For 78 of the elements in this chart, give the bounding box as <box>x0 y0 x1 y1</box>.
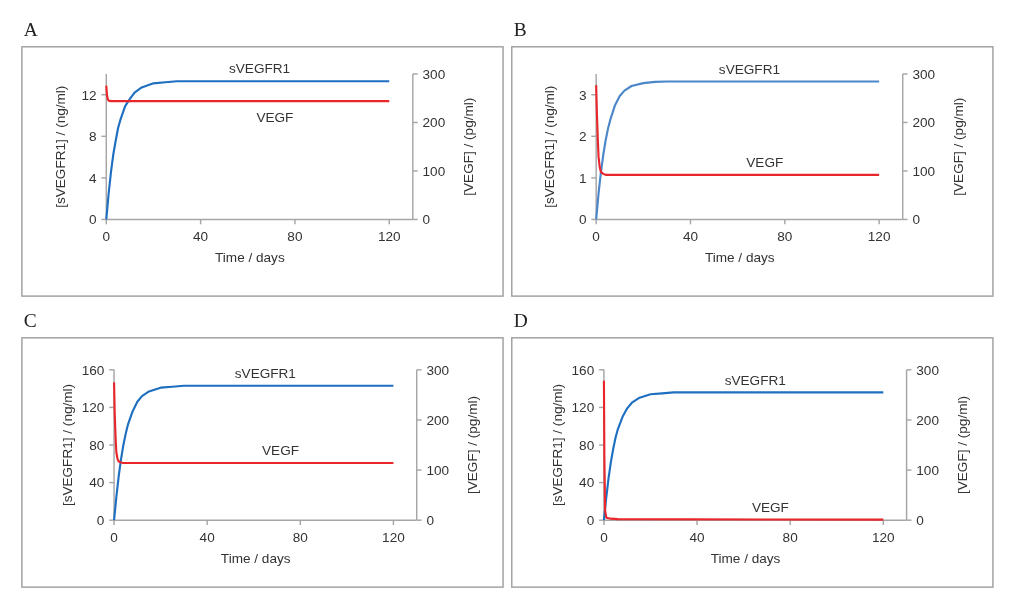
y-tick-label: 0 <box>96 513 105 529</box>
y-tick-label: 40 <box>89 475 105 491</box>
series-label: VEGF <box>751 499 789 515</box>
y2-tick-label: 200 <box>916 412 940 428</box>
y-tick-label: 80 <box>579 437 595 453</box>
series-label: sVEGFR1 <box>724 372 786 388</box>
x-tick-label: 40 <box>689 529 706 545</box>
chart-title: A <box>23 19 38 41</box>
y2-tick-label: 300 <box>422 66 446 82</box>
y-axis-title: [sVEGFR1] / (ng/ml) <box>60 383 76 507</box>
y-tick-label: 1 <box>578 170 587 186</box>
y2-tick-label: 100 <box>426 462 450 478</box>
x-tick-label: 80 <box>287 228 303 244</box>
series-label: VEGF <box>256 110 294 126</box>
series-label: sVEGFR1 <box>234 366 296 382</box>
y-tick-label: 12 <box>81 87 97 103</box>
line-series <box>595 84 881 176</box>
y-tick-label: 3 <box>578 87 587 103</box>
series-label: sVEGFR1 <box>229 61 291 77</box>
series-label: sVEGFR1 <box>718 61 780 77</box>
x-axis-title: Time / days <box>215 250 285 266</box>
y2-axis-title: [VEGF] / (pg/ml) <box>950 97 966 196</box>
y-axis-title: [sVEGFR1] / (ng/ml) <box>52 85 68 208</box>
y2-tick-label: 300 <box>912 66 936 82</box>
x-tick-label: 120 <box>382 529 406 545</box>
y-tick-label: 80 <box>89 437 105 453</box>
y-tick-label: 0 <box>586 513 595 529</box>
y-tick-label: 160 <box>81 362 105 378</box>
x-tick-label: 120 <box>377 228 402 244</box>
y-tick-label: 40 <box>579 475 595 491</box>
y2-tick-label: 300 <box>426 362 450 378</box>
y2-tick-label: 300 <box>916 362 940 378</box>
y2-tick-label: 200 <box>422 115 446 131</box>
y2-tick-label: 100 <box>912 163 936 179</box>
y-tick-label: 0 <box>578 212 587 228</box>
x-axis-title: Time / days <box>710 550 781 566</box>
y2-axis-title: [VEGF] / (pg/ml) <box>464 395 480 495</box>
y2-tick-label: 0 <box>422 212 431 228</box>
line-series <box>112 384 395 522</box>
x-axis-title: Time / days <box>704 250 775 266</box>
x-axis-title: Time / days <box>220 550 291 566</box>
x-tick-label: 80 <box>782 529 799 545</box>
y-tick-label: 2 <box>578 129 587 145</box>
y2-axis-title: [VEGF] / (pg/ml) <box>954 395 970 495</box>
y-tick-label: 4 <box>89 170 98 186</box>
chart-title: C <box>23 310 37 332</box>
y-tick-label: 160 <box>571 362 595 378</box>
y2-tick-label: 0 <box>912 212 921 228</box>
y2-tick-label: 200 <box>912 115 936 131</box>
chart-title: B <box>513 19 527 41</box>
x-tick-label: 80 <box>292 529 309 545</box>
chart-title: D <box>513 310 528 332</box>
y2-axis-title: [VEGF] / (pg/ml) <box>460 97 476 196</box>
y2-tick-label: 0 <box>426 513 435 529</box>
x-tick-label: 0 <box>600 529 609 545</box>
y2-tick-label: 200 <box>426 412 450 428</box>
x-tick-label: 40 <box>193 228 209 244</box>
line-series <box>112 381 395 465</box>
line-series <box>105 80 391 221</box>
series-label: VEGF <box>262 443 299 459</box>
y2-tick-label: 0 <box>916 513 925 529</box>
x-tick-label: 0 <box>110 529 119 545</box>
x-tick-label: 120 <box>871 529 896 545</box>
y-axis-title: [sVEGFR1] / (ng/ml) <box>542 85 558 208</box>
line-series <box>595 80 881 221</box>
y-axis-title: [sVEGFR1] / (ng/ml) <box>550 383 566 507</box>
y-tick-label: 120 <box>81 400 105 416</box>
y2-tick-label: 100 <box>916 462 940 478</box>
x-tick-label: 80 <box>777 228 793 244</box>
x-tick-label: 40 <box>199 529 216 545</box>
y-tick-label: 0 <box>89 212 98 228</box>
x-tick-label: 120 <box>867 228 891 244</box>
line-series <box>105 84 391 103</box>
x-tick-label: 40 <box>682 228 699 244</box>
y-tick-label: 120 <box>571 400 595 416</box>
series-label: VEGF <box>746 155 784 171</box>
y2-tick-label: 100 <box>422 163 446 179</box>
y-tick-label: 8 <box>89 129 97 145</box>
